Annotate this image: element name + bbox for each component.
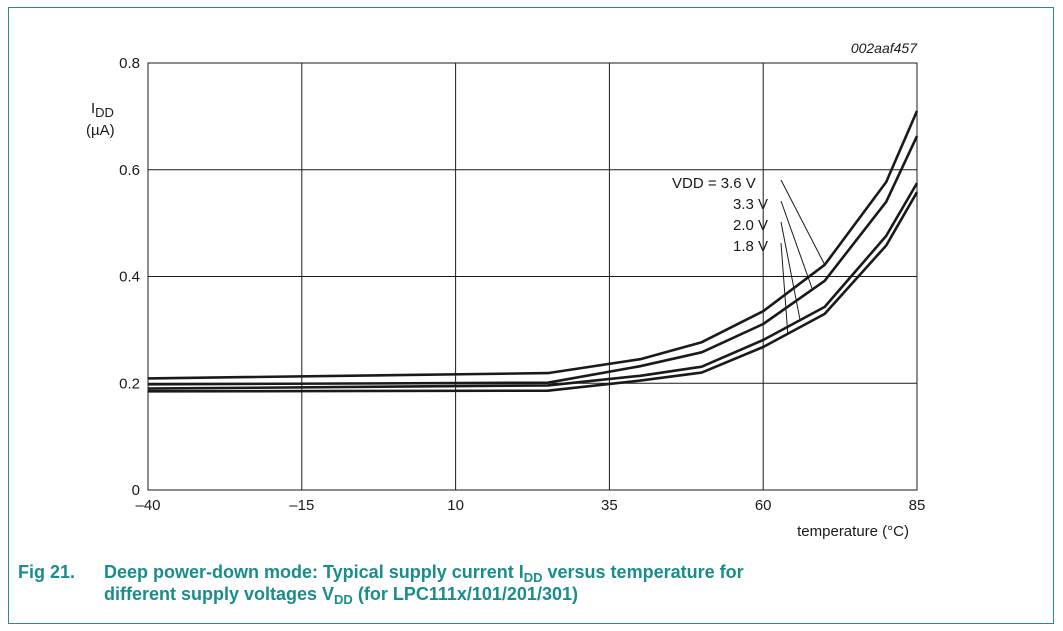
caption-line2-b: (for LPC111x/101/201/301) bbox=[352, 584, 578, 604]
series-label: 1.8 V bbox=[733, 238, 768, 255]
y-tick-label: 0.2 bbox=[119, 375, 140, 392]
series-label: 2.0 V bbox=[733, 217, 768, 234]
caption-line1-a: Deep power-down mode: Typical supply cur… bbox=[104, 562, 524, 582]
figure-caption: Fig 21. Deep power-down mode: Typical sup… bbox=[18, 561, 1018, 607]
series-group bbox=[147, 110, 919, 393]
series-line bbox=[147, 110, 919, 380]
figure-id: 002aaf457 bbox=[851, 40, 918, 56]
y-tick-label: 0.6 bbox=[119, 162, 140, 179]
figure-number: Fig 21. bbox=[18, 562, 76, 582]
x-tick-label: 85 bbox=[909, 497, 926, 514]
caption-line2-sub: DD bbox=[334, 592, 353, 607]
caption-line1-b: versus temperature for bbox=[542, 562, 744, 582]
y-tick-label: 0 bbox=[132, 482, 140, 499]
leader-line bbox=[780, 179, 826, 265]
x-tick-label: 60 bbox=[755, 497, 772, 514]
caption-line2-a: different supply voltages V bbox=[104, 584, 335, 604]
leader-line bbox=[780, 200, 813, 290]
y-axis-label: IDD bbox=[91, 100, 114, 120]
figure-frame bbox=[8, 7, 1054, 624]
y-tick-label: 0.4 bbox=[119, 269, 140, 286]
x-axis-label: temperature (°C) bbox=[797, 523, 909, 540]
series-label: VDD = 3.6 V bbox=[672, 175, 756, 192]
y-axis-unit: (µA) bbox=[86, 122, 115, 139]
caption-line1-sub: DD bbox=[523, 570, 543, 585]
y-tick-label: 0.8 bbox=[119, 55, 140, 72]
chart: –40 –15 10 35 60 85 0 0.2 0.4 0.6 0.8 IDD (µA) temper… bbox=[86, 40, 925, 540]
series-line bbox=[147, 182, 919, 390]
x-tick-label: –15 bbox=[289, 497, 314, 514]
leader-line bbox=[780, 221, 801, 321]
x-tick-label: –40 bbox=[135, 497, 160, 514]
series-label: 3.3 V bbox=[733, 196, 768, 213]
x-tick-label: 35 bbox=[601, 497, 618, 514]
leader-line bbox=[780, 242, 789, 334]
x-tick-label: 10 bbox=[447, 497, 464, 514]
labels: –40 –15 10 35 60 85 0 0.2 0.4 0.6 0.8 IDD (µA) temper… bbox=[86, 40, 925, 540]
grid bbox=[147, 62, 918, 491]
series-line bbox=[147, 135, 919, 386]
series-line bbox=[147, 191, 919, 393]
legend-leaders bbox=[780, 179, 826, 334]
